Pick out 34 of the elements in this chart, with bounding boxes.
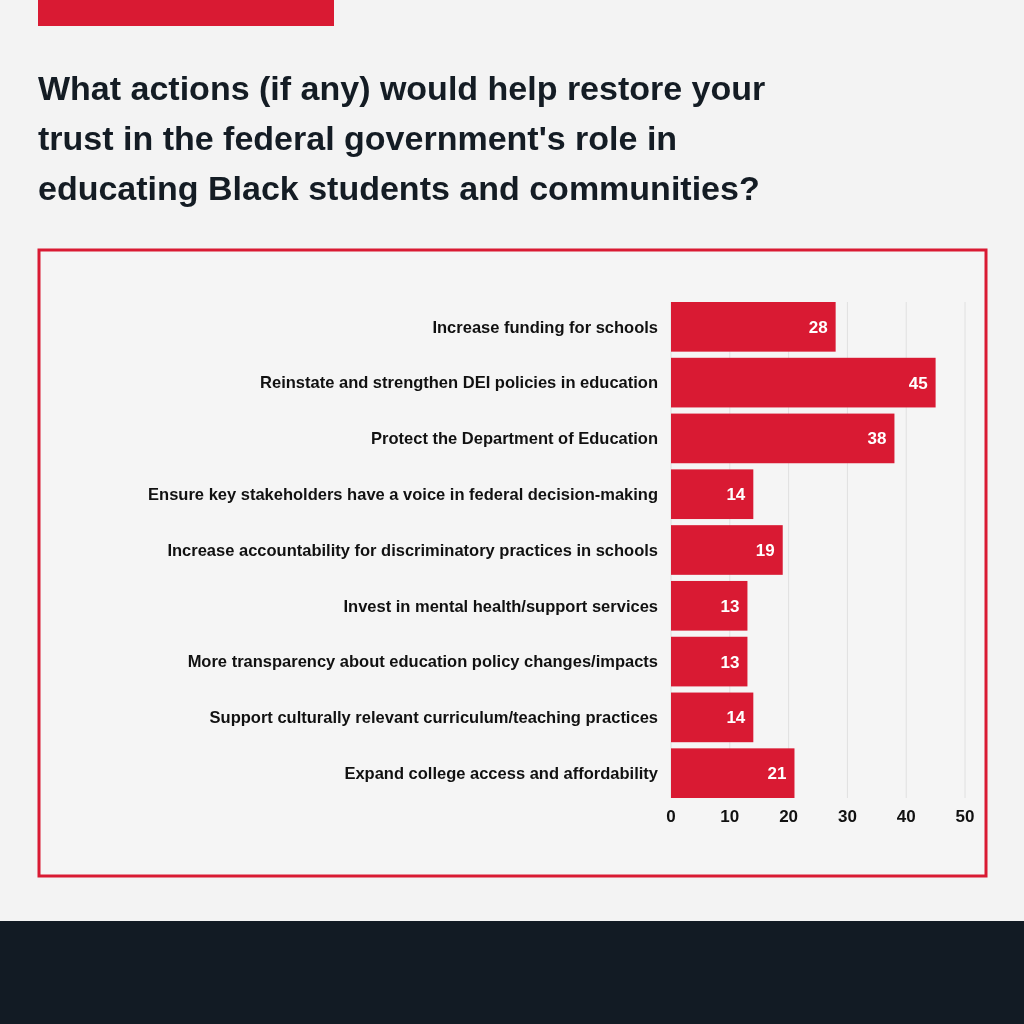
y-tick-label: Increase accountability for discriminatory practices in schools [167,540,658,559]
bar [671,525,783,575]
x-tick-label: 50 [955,807,975,826]
bar [671,469,754,520]
bar [671,357,936,408]
data-label: 14 [726,708,746,728]
bar [671,413,895,464]
data-label: 28 [808,317,828,337]
bar [671,580,748,631]
bar [671,692,754,743]
data-label: 13 [720,596,740,616]
y-tick-label: Support culturally relevant curriculum/teaching practices [209,708,658,727]
data-label: 14 [726,485,746,505]
x-tick-label: 40 [896,807,916,826]
chart-title: What actions (if any) would help restore your trust in the federal government's role in educating Black students and communities? [38,69,766,207]
data-label: 38 [867,429,887,449]
data-label: 21 [767,764,787,784]
x-tick-label: 10 [720,807,740,826]
y-tick-label: Reinstate and strengthen DEI policies in education [260,373,658,392]
y-tick-label: Invest in mental health/support services [343,596,658,615]
x-tick-label: 30 [837,807,857,826]
y-tick-label: More transparency about education policy changes/impacts [187,652,658,671]
bar [671,636,748,687]
y-tick-label: Ensure key stakeholders have a voice in federal decision-making [148,484,658,503]
bar [671,302,836,352]
y-tick-label: Increase funding for schools [432,317,658,336]
data-label: 45 [908,373,928,393]
data-label: 13 [720,652,740,672]
x-tick-label: 20 [779,807,799,826]
x-tick-label: 0 [666,807,676,826]
data-label: 19 [755,540,775,560]
y-tick-label: Protect the Department of Education [371,429,658,448]
y-tick-label: Expand college access and affordability [344,763,659,782]
bar [671,748,795,798]
